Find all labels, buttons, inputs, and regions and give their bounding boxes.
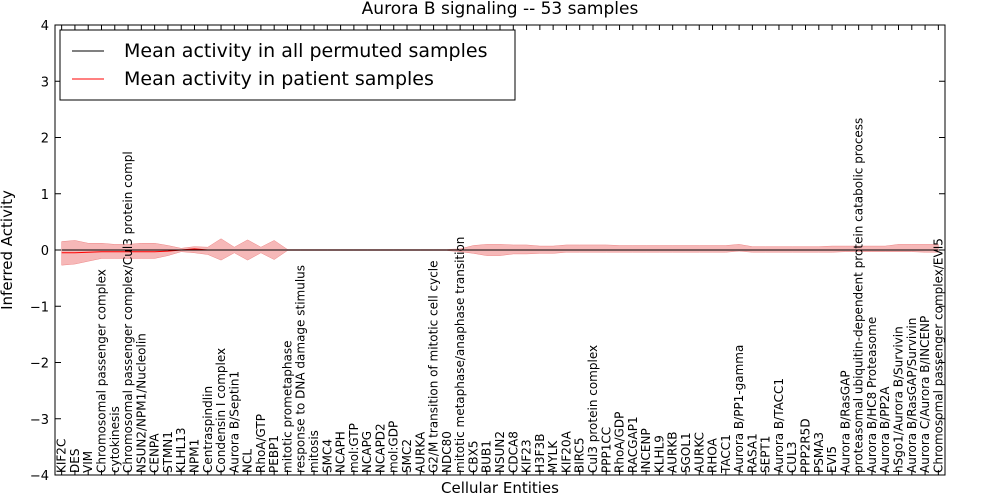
category-label: Aurora C/Aurora B/INCENP (918, 316, 932, 473)
y-tick-label: 1 (41, 188, 49, 203)
category-label: MYLK (546, 440, 560, 473)
category-label: Aurora B/PP2A (878, 386, 892, 473)
category-label: SGOL1 (679, 432, 693, 473)
category-label: DES (68, 449, 82, 473)
category-label: mitosis (307, 430, 321, 473)
category-label: KIF2C (55, 439, 69, 473)
category-label: Chromosomal passenger complex/Cul3 prote… (121, 151, 135, 473)
category-label: CDCA8 (506, 431, 520, 473)
category-label: hSgo1/Aurora B/Survivin (892, 326, 906, 473)
category-label: NSUN2 (493, 431, 507, 473)
y-axis-label: Inferred Activity (0, 190, 16, 310)
x-axis: KIF2C DES VIM Chromosomal passenger complex… (55, 25, 945, 475)
category-label: SEPT1 (759, 436, 773, 473)
y-tick-label: 0 (41, 244, 49, 259)
legend-label-patient: Mean activity in patient samples (124, 68, 434, 90)
category-label: Aurora B/Septin1 (227, 371, 241, 473)
category-label: Condensin I complex (214, 348, 228, 473)
category-label: NCAPD2 (373, 423, 387, 473)
category-label: TACC1 (719, 434, 733, 474)
category-label: VIM (81, 451, 95, 473)
y-axis: 4 3 2 1 0 −1 −2 −3 −4 (30, 19, 945, 484)
category-label: RhoA/GDP (613, 412, 627, 473)
category-label: AURKB (666, 432, 680, 473)
category-label: Chromosomal passenger complex (94, 269, 108, 473)
category-label: INCENP (639, 428, 653, 473)
category-label: SMC2 (400, 439, 414, 473)
category-label: KLHL13 (174, 427, 188, 473)
y-tick-label: 4 (41, 19, 49, 34)
category-label: NDC80 (440, 431, 454, 473)
category-label: Aurora B/RasGAP/Survivin (905, 318, 919, 473)
category-label: mol:GTP (347, 423, 361, 473)
category-label: RASA1 (745, 433, 759, 473)
y-tick-label: 3 (41, 75, 49, 90)
category-label: H3F3B (533, 434, 547, 473)
category-label: cytokinesis (108, 406, 122, 473)
category-label: CENPA (148, 433, 162, 473)
series-line-layer (61, 248, 939, 254)
category-label: STMN1 (161, 431, 175, 473)
category-label: Cul3 protein complex (586, 345, 600, 473)
category-label: KLHL9 (652, 435, 666, 473)
category-label: KIF23 (520, 439, 534, 473)
legend-label-permuted: Mean activity in all permuted samples (124, 40, 487, 62)
chart-title: Aurora B signaling -- 53 samples (362, 0, 639, 19)
category-label: NPM1 (187, 439, 201, 473)
patient-confidence-band (61, 238, 939, 266)
category-label: CBX5 (466, 441, 480, 473)
category-label: KIF20A (559, 430, 573, 473)
category-label: BUB1 (480, 440, 494, 473)
category-label: Centraspindlin (201, 386, 215, 473)
y-tick-label: −3 (30, 413, 49, 428)
category-label: Aurora B/HC8 Proteasome (865, 317, 879, 473)
category-label: AURKC (692, 432, 706, 473)
category-label: PEBP1 (267, 435, 281, 473)
category-label: response to DNA damage stimulus (294, 265, 308, 473)
legend: Mean activity in all permuted samples Me… (59, 29, 516, 101)
category-label: CUL3 (785, 442, 799, 473)
category-label: RHOA (706, 437, 720, 473)
y-tick-label: −1 (30, 300, 49, 315)
category-label: Aurora B/PP1-gamma (732, 345, 746, 473)
category-label: SMC4 (320, 439, 334, 473)
category-label: mol:GDP (387, 421, 401, 473)
category-label: Aurora B/RasGAP (838, 370, 852, 473)
category-label: G2/M transition of mitotic cell cycle (427, 260, 441, 473)
legend-box (59, 29, 516, 101)
category-label: proteasomal ubiquitin-dependent protein … (852, 118, 866, 473)
confidence-band-layer (61, 238, 939, 266)
category-label: PPP1CC (599, 427, 613, 473)
category-label: Aurora B/TACC1 (772, 378, 786, 473)
category-label: PPP2R5D (799, 418, 813, 473)
category-label: RACGAP1 (626, 416, 640, 473)
category-label: BIRC5 (573, 437, 587, 473)
category-label: NSUN2/NPM1/Nucleolin (134, 333, 148, 473)
category-label: mitotic prometaphase (280, 341, 294, 474)
category-label: mitotic metaphase/anaphase transition (453, 237, 467, 473)
y-tick-label: −2 (30, 357, 49, 372)
category-label: PSMA3 (812, 432, 826, 473)
y-tick-label: 2 (41, 132, 49, 147)
category-label: RhoA/GTP (254, 414, 268, 473)
y-tick-label: −4 (30, 469, 49, 484)
category-label: Chromosomal passenger complex/EVI5 (931, 238, 945, 473)
category-label: EVI5 (825, 446, 839, 473)
category-label: NCAPG (360, 431, 374, 473)
category-label: AURKA (413, 431, 427, 473)
category-label: NCL (241, 449, 255, 473)
x-axis-label: Cellular Entities (441, 479, 559, 497)
category-label: NCAPH (334, 431, 348, 473)
